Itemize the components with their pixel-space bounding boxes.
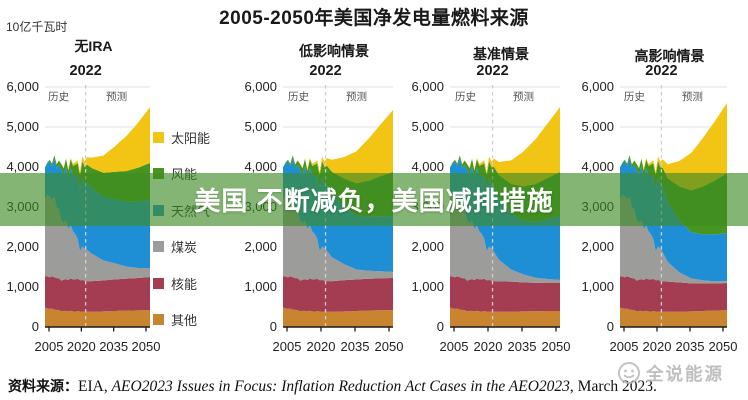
y-tick-label: 5,000 xyxy=(6,119,39,134)
banner-text: 美国 不断减负，美国减排措施 xyxy=(194,186,554,216)
y-tick-label: 4,000 xyxy=(244,159,277,174)
x-tick-label: 2050 xyxy=(131,339,161,354)
history-label: 历史 xyxy=(48,91,70,103)
forecast-label: 预测 xyxy=(106,91,128,103)
divider-year-label: 2022 xyxy=(69,63,102,79)
legend-item-太阳能: 太阳能 xyxy=(153,128,210,147)
area-band-太阳能 xyxy=(283,110,393,184)
forecast-label: 预测 xyxy=(346,91,368,103)
history-label: 历史 xyxy=(623,91,645,103)
legend-label: 其他 xyxy=(171,313,198,328)
scenario-title-1: 无IRA xyxy=(74,38,113,54)
y-tick-label: 6,000 xyxy=(6,79,39,94)
forecast-label: 预测 xyxy=(513,91,535,103)
y-tick-label: 2,000 xyxy=(411,239,444,254)
x-tick-label: 2050 xyxy=(374,339,404,354)
history-label: 历史 xyxy=(288,91,310,103)
x-tick-label: 2035 xyxy=(340,339,370,354)
legend-label: 核能 xyxy=(171,276,198,292)
watermark-text: 全说能源 xyxy=(646,363,724,384)
area-band-太阳能 xyxy=(45,107,150,176)
banner-overlay: 美国 不断减负，美国减排措施 xyxy=(0,173,748,226)
y-tick-label: 1,000 xyxy=(581,279,614,294)
source-line: 资料来源：EIA, AEO2023 Issues in Focus: Infla… xyxy=(8,376,657,396)
x-tick-label: 2050 xyxy=(708,339,738,354)
forecast-label: 预测 xyxy=(681,91,703,103)
x-tick-label: 2035 xyxy=(507,339,537,354)
legend-swatch-icon xyxy=(153,132,164,143)
area-band-煤炭 xyxy=(620,194,727,284)
area-band-其他 xyxy=(45,307,150,327)
area-band-核能 xyxy=(283,276,393,312)
y-tick-label: 2,000 xyxy=(581,239,614,254)
y-tick-label: 5,000 xyxy=(411,119,444,134)
source-prefix: 资料来源： xyxy=(8,380,78,395)
legend-item-核能: 核能 xyxy=(153,274,197,293)
source-report-title: AEO2023 Issues in Focus: Inflation Reduc… xyxy=(111,378,570,395)
x-tick-label: 2005 xyxy=(609,339,639,354)
y-tick-label: 2,000 xyxy=(244,239,277,254)
source-agency: EIA, xyxy=(78,378,112,395)
area-band-核能 xyxy=(45,276,150,312)
y-tick-label: 1,000 xyxy=(244,279,277,294)
y-tick-label: 0 xyxy=(606,319,614,334)
x-tick-label: 2005 xyxy=(34,339,64,354)
legend-item-煤炭: 煤炭 xyxy=(153,237,197,256)
divider-year-label: 2022 xyxy=(645,63,678,79)
legend-swatch-icon xyxy=(153,241,164,253)
area-band-太阳能 xyxy=(450,107,560,187)
divider-year-label: 2022 xyxy=(476,63,509,79)
legend-swatch-icon xyxy=(153,277,164,289)
x-tick-label: 2035 xyxy=(99,339,129,354)
y-tick-label: 4,000 xyxy=(411,159,444,174)
x-tick-label: 2020 xyxy=(473,339,503,354)
y-tick-label: 0 xyxy=(436,319,444,334)
x-tick-label: 2050 xyxy=(541,339,571,354)
y-axis-unit-label: 10亿千瓦时 xyxy=(6,20,68,34)
x-tick-label: 2020 xyxy=(306,339,336,354)
y-tick-label: 6,000 xyxy=(411,79,444,94)
watermark-smiley-icon xyxy=(618,362,640,384)
x-tick-label: 2020 xyxy=(642,339,672,354)
legend-swatch-icon xyxy=(153,314,164,325)
y-tick-label: 5,000 xyxy=(244,119,277,134)
y-tick-label: 0 xyxy=(269,319,277,334)
source-suffix: , March 2023. xyxy=(569,378,657,395)
area-band-核能 xyxy=(450,276,560,312)
y-tick-label: 4,000 xyxy=(6,159,39,174)
area-band-煤炭 xyxy=(450,194,560,283)
y-tick-label: 4,000 xyxy=(581,159,614,174)
x-tick-label: 2020 xyxy=(66,339,96,354)
y-tick-label: 2,000 xyxy=(6,239,39,254)
x-tick-label: 2035 xyxy=(675,339,705,354)
area-band-其他 xyxy=(450,307,560,327)
divider-year-label: 2022 xyxy=(309,63,342,79)
area-band-煤炭 xyxy=(283,194,393,282)
y-tick-label: 6,000 xyxy=(244,79,277,94)
area-band-太阳能 xyxy=(620,103,727,191)
history-label: 历史 xyxy=(455,91,477,103)
chart-main-title: 2005-2050年美国净发电量燃料来源 xyxy=(219,8,529,29)
legend-item-其他: 其他 xyxy=(153,310,197,329)
scenario-title-4: 高影响情景 xyxy=(634,48,705,64)
area-band-煤炭 xyxy=(45,194,150,282)
x-tick-label: 2005 xyxy=(439,339,469,354)
x-tick-label: 2005 xyxy=(272,339,302,354)
area-band-核能 xyxy=(620,276,727,312)
scenario-title-2: 低影响情景 xyxy=(299,43,369,59)
scenario-title-3: 基准情景 xyxy=(473,46,529,62)
y-tick-label: 1,000 xyxy=(411,279,444,294)
y-tick-label: 5,000 xyxy=(581,119,614,134)
watermark: 全说能源 xyxy=(616,360,724,386)
y-tick-label: 0 xyxy=(31,319,39,334)
area-band-其他 xyxy=(620,307,727,327)
area-band-其他 xyxy=(283,307,393,327)
legend-label: 太阳能 xyxy=(171,131,211,146)
legend-label: 煤炭 xyxy=(171,240,198,256)
y-tick-label: 6,000 xyxy=(581,79,614,94)
y-tick-label: 1,000 xyxy=(6,279,39,294)
